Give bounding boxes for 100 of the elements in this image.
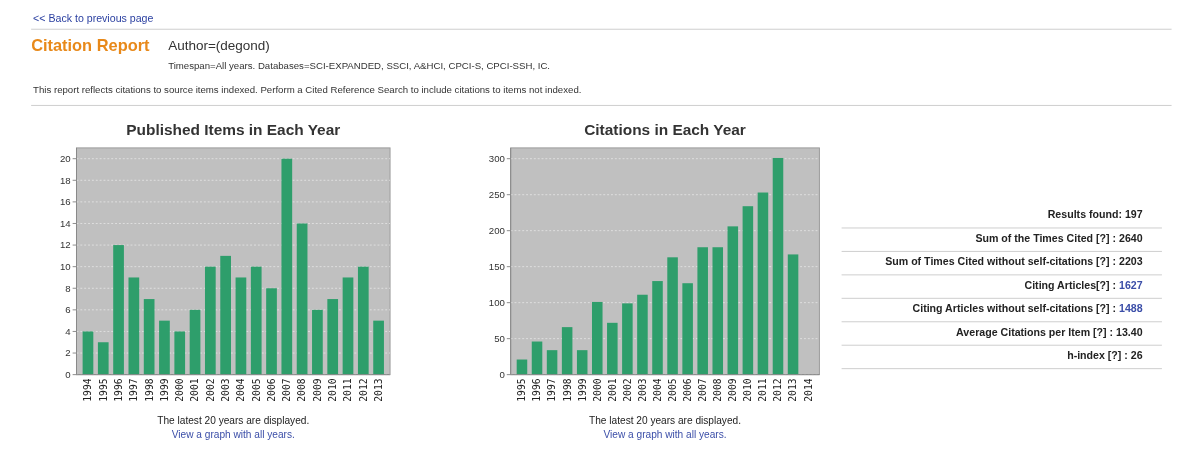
bar (296, 223, 308, 375)
bar (591, 301, 603, 375)
x-tick-label: 2009 (311, 378, 323, 402)
y-tick-label: 200 (488, 225, 505, 237)
bar (652, 281, 663, 375)
x-tick-label: 2010 (327, 378, 339, 402)
text: Citing Articles without self-citations [?] : 1488 (912, 302, 1143, 315)
x-tick-label: 2001 (606, 378, 618, 402)
y-tick-label: 2 (65, 347, 71, 359)
x-tick-label: 2003 (220, 378, 231, 402)
x-tick-label: 2008 (712, 378, 724, 402)
y-tick-label: 8 (65, 282, 71, 294)
x-tick-label: 2013 (787, 378, 799, 402)
bar (128, 277, 140, 375)
text: Sum of Times Cited without self-citations [?] : 2203 (885, 255, 1143, 268)
y-tick-label: 10 (59, 261, 71, 273)
text: Timespan=All years. Databases=SCI-EXPANDED, SSCI, A&HCI, CPCI-S, CPCI-SSH, IC. (168, 59, 551, 71)
x-tick-label: 2000 (591, 378, 603, 402)
x-tick-label: 2006 (682, 378, 694, 402)
x-tick-label: 2008 (296, 378, 308, 402)
x-tick-label: 1998 (561, 378, 573, 402)
x-tick-label: 2004 (235, 378, 247, 402)
bar (787, 254, 799, 375)
bar (220, 255, 231, 375)
x-tick-label: 2009 (727, 378, 739, 402)
bar (113, 245, 124, 375)
y-tick-label: 0 (65, 369, 71, 381)
text: Average Citations per Item [?] : 13.40 (956, 325, 1143, 338)
x-tick-label: 1999 (158, 378, 170, 402)
x-tick-label: 1994 (82, 378, 94, 402)
text: The latest 20 years are displayed. (157, 414, 310, 426)
bar (266, 288, 277, 375)
bar (531, 341, 543, 375)
bar (712, 247, 724, 375)
bar (82, 331, 94, 375)
x-tick-label: 1996 (112, 378, 124, 402)
y-tick-label: 20 (59, 153, 71, 165)
bar (576, 350, 588, 375)
bar (189, 309, 201, 375)
x-tick-label: 2002 (204, 378, 216, 402)
y-tick-label: 50 (494, 333, 505, 345)
bar (235, 277, 247, 375)
x-tick-label: 2007 (281, 378, 293, 402)
x-tick-label: 2014 (802, 378, 814, 402)
x-tick-label: 1997 (546, 378, 558, 402)
bar (159, 320, 170, 375)
x-tick-label: 2002 (621, 378, 633, 402)
text: The latest 20 years are displayed. (589, 414, 742, 426)
x-tick-label: 2013 (372, 378, 384, 402)
bar (622, 303, 633, 375)
bar (546, 350, 558, 375)
x-tick-label: 2010 (742, 378, 754, 402)
bar (342, 277, 354, 375)
x-tick-label: 2003 (636, 378, 648, 402)
text: Citing Articles[?] : 1627 (1024, 278, 1143, 291)
bar (667, 257, 678, 375)
text: View a graph with all years. (603, 429, 727, 441)
bar (327, 299, 339, 375)
x-tick-label: 2012 (357, 378, 369, 402)
bar (373, 320, 384, 375)
y-tick-label: 12 (59, 239, 71, 251)
bar (143, 299, 155, 375)
x-tick-label: 2007 (697, 378, 709, 402)
bar (682, 283, 693, 375)
chart-title: Citations in Each Year (584, 121, 746, 139)
x-tick-label: 1995 (516, 378, 528, 402)
y-tick-label: 100 (488, 297, 505, 309)
x-tick-label: 2011 (342, 378, 354, 402)
text: Sum of the Times Cited [?] : 2640 (975, 231, 1143, 244)
text: View a graph with all years. (171, 429, 295, 441)
x-tick-label: 1998 (143, 378, 155, 402)
x-tick-label: 2006 (265, 378, 277, 402)
text: << Back to previous page (33, 11, 154, 24)
y-tick-label: 14 (59, 217, 72, 229)
bar (204, 266, 216, 375)
bar (607, 322, 618, 375)
text: h-index [?] : 26 (1067, 349, 1143, 362)
y-tick-label: 16 (59, 196, 71, 208)
bar (561, 327, 573, 375)
x-tick-label: 1996 (531, 378, 543, 402)
text: This report reflects citations to source items indexed. Perform a Cited Reference Search to include citations to items not indexed. (33, 83, 582, 95)
bar (357, 266, 369, 375)
y-tick-label: 300 (488, 153, 505, 165)
bar (97, 342, 109, 375)
x-tick-label: 1995 (97, 378, 109, 402)
bar (757, 192, 769, 375)
chart-title: Published Items in Each Year (126, 121, 341, 139)
y-tick-label: 250 (488, 189, 505, 201)
x-tick-label: 2000 (174, 378, 186, 402)
bar (312, 309, 323, 375)
text: Citation Report (31, 36, 151, 55)
y-tick-label: 18 (59, 174, 71, 186)
text: Results found: 197 (1047, 208, 1143, 221)
x-tick-label: 2012 (772, 378, 784, 402)
x-tick-label: 2011 (757, 378, 769, 402)
x-tick-label: 2001 (189, 378, 201, 402)
y-tick-label: 4 (65, 325, 72, 337)
x-tick-label: 2005 (250, 378, 262, 402)
text: Author=(degond) (168, 38, 270, 54)
bar (281, 158, 293, 375)
